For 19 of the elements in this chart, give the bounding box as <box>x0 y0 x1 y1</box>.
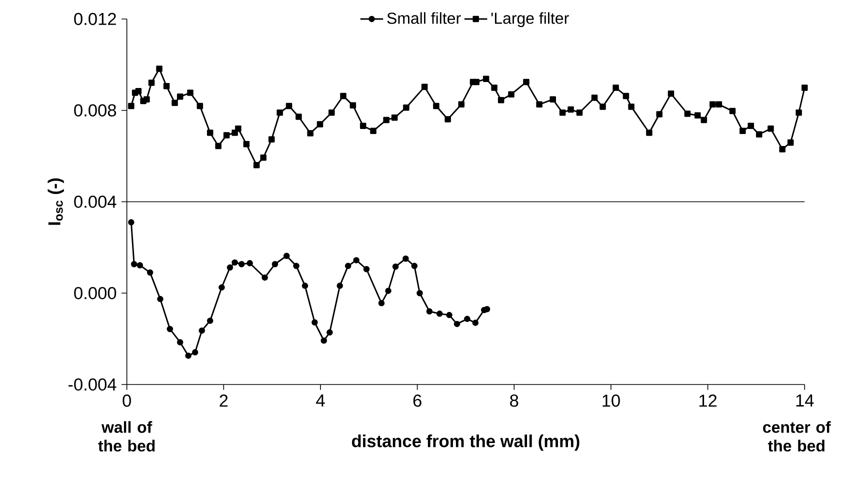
text: wall of the bed <box>98 420 155 452</box>
x-tick-label: 0 <box>122 394 131 407</box>
x-tick-label: 6 <box>413 394 422 407</box>
y-tick-label: 0.000 <box>74 286 116 300</box>
legend-label: 'Large filter <box>491 12 569 27</box>
x-tick-label: 12 <box>699 394 717 406</box>
y-tick-label: 0.012 <box>74 12 116 25</box>
y-tick-label: -0.004 <box>68 378 116 390</box>
y-tick-label: 0.008 <box>74 104 116 116</box>
text: center of the bed <box>763 420 831 452</box>
y-axis-title: I$_{osc}$ (-) <box>48 178 64 225</box>
y-tick-label: 0.004 <box>74 195 116 208</box>
x-tick-label: 10 <box>602 394 620 407</box>
legend-label: Small filter <box>387 12 461 24</box>
x-tick-label: 2 <box>220 394 228 406</box>
x-tick-label: 14 <box>796 394 814 406</box>
x-tick-label: 8 <box>510 394 518 407</box>
x-tick-label: 4 <box>316 394 325 406</box>
x-axis-title: distance from the wall (mm) <box>352 434 580 451</box>
